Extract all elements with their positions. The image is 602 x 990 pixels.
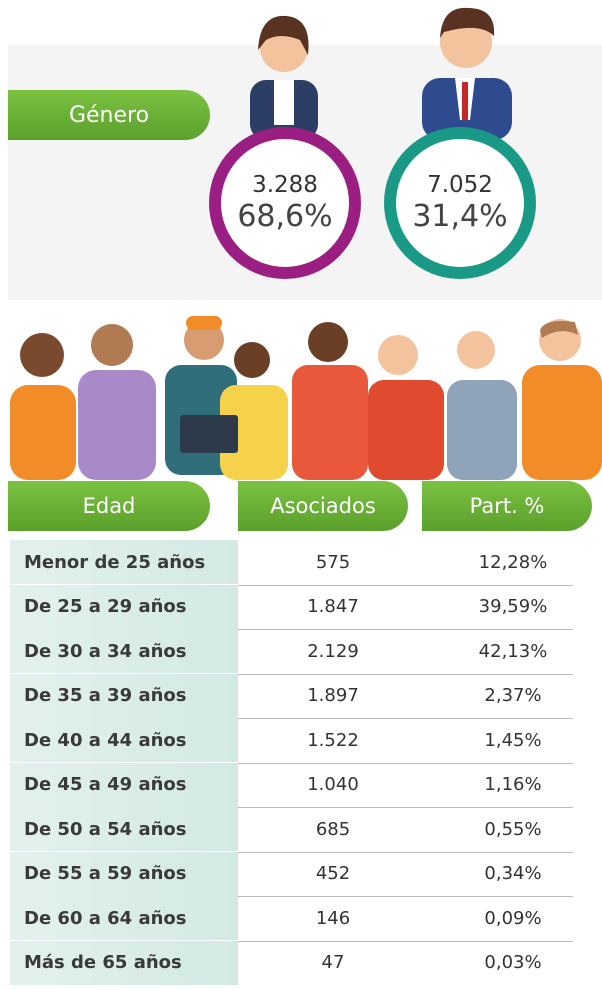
table-row: De 60 a 64 años 146 0,09% (10, 896, 590, 940)
woman-figure (250, 15, 318, 140)
age-cell: Más de 65 años (10, 940, 238, 985)
members-cell: 1.897 (307, 685, 359, 706)
gender-label: Género (8, 90, 210, 140)
table-row: Menor de 25 años 575 12,28% (10, 540, 590, 584)
row-divider (238, 807, 573, 808)
row-divider (238, 896, 573, 897)
female-percent: 68,6% (237, 199, 333, 234)
age-cell: De 30 a 34 años (10, 629, 238, 673)
members-cell: 575 (315, 551, 351, 573)
table-row: De 25 a 29 años 1.847 39,59% (10, 584, 590, 629)
row-divider (238, 762, 573, 764)
table-row: De 55 a 59 años 452 0,34% (10, 851, 590, 896)
age-cell: Menor de 25 años (10, 540, 238, 584)
share-cell: 2,37% (484, 685, 542, 706)
male-count: 7.052 (427, 172, 493, 198)
male-stat: 7.052 31,4% (396, 139, 524, 267)
age-cell: De 25 a 29 años (10, 584, 238, 629)
age-cell: De 50 a 54 años (10, 807, 238, 851)
row-divider (238, 673, 573, 675)
share-cell: 1,45% (484, 729, 542, 751)
table-row: De 50 a 54 años 685 0,55% (10, 807, 590, 851)
row-divider (238, 584, 573, 586)
table-row: De 45 a 49 años 1.040 1,16% (10, 762, 590, 807)
members-cell: 1.847 (307, 596, 359, 617)
age-cell: De 60 a 64 años (10, 896, 238, 940)
female-count: 3.288 (252, 172, 318, 198)
header-age: Edad (8, 481, 210, 531)
header-members: Asociados (238, 481, 408, 531)
female-ring: 3.288 68,6% (209, 127, 361, 279)
age-cell: De 45 a 49 años (10, 762, 238, 807)
female-stat: 3.288 68,6% (221, 139, 349, 267)
table-row: De 30 a 34 años 2.129 42,13% (10, 629, 590, 673)
header-share: Part. % (422, 481, 592, 531)
table-row: Más de 65 años 47 0,03% (10, 940, 590, 985)
share-cell: 0,34% (484, 863, 542, 884)
row-divider (238, 940, 573, 942)
share-cell: 0,55% (484, 818, 542, 840)
members-cell: 146 (315, 907, 351, 929)
members-cell: 1.040 (307, 774, 359, 795)
man-figure (422, 7, 512, 140)
male-percent: 31,4% (412, 199, 508, 234)
row-divider (238, 629, 573, 630)
share-cell: 39,59% (478, 596, 548, 617)
members-cell: 2.129 (307, 640, 359, 662)
male-ring: 7.052 31,4% (384, 127, 536, 279)
share-cell: 0,03% (484, 952, 542, 973)
row-divider (238, 718, 573, 719)
crowd (10, 316, 602, 480)
age-cell: De 35 a 39 años (10, 673, 238, 718)
share-cell: 0,09% (484, 907, 542, 929)
share-cell: 42,13% (478, 640, 548, 662)
members-cell: 685 (315, 818, 351, 840)
members-cell: 452 (315, 863, 351, 884)
members-cell: 1.522 (307, 729, 359, 751)
age-cell: De 55 a 59 años (10, 851, 238, 896)
share-cell: 12,28% (478, 551, 548, 573)
members-cell: 47 (321, 952, 345, 973)
share-cell: 1,16% (484, 774, 542, 795)
table-row: De 40 a 44 años 1.522 1,45% (10, 718, 590, 762)
row-divider (238, 851, 573, 853)
illustrations (10, 7, 602, 480)
age-cell: De 40 a 44 años (10, 718, 238, 762)
table-row: De 35 a 39 años 1.897 2,37% (10, 673, 590, 718)
